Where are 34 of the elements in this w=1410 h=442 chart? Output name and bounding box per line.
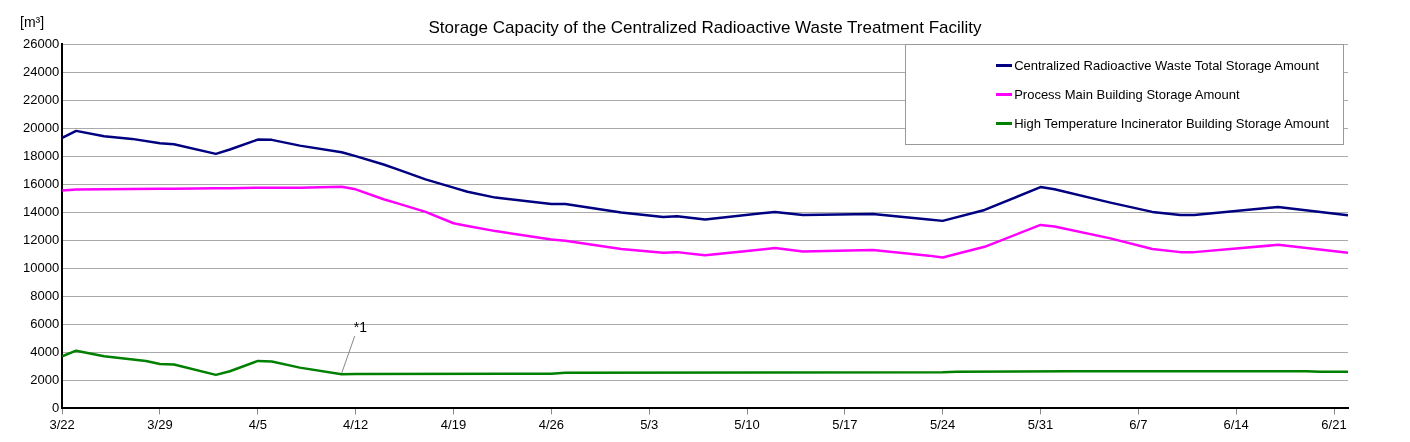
x-tick-label: 6/7: [1129, 416, 1148, 432]
y-tick-label: 4000: [30, 343, 60, 359]
x-tick-label: 5/17: [832, 416, 858, 432]
y-tick-label: 20000: [22, 119, 60, 135]
x-tick-label: 6/21: [1321, 416, 1347, 432]
y-tick-label: 18000: [22, 147, 60, 163]
y-tick-label: 10000: [22, 259, 60, 275]
y-tick-label: 22000: [22, 91, 60, 107]
x-tick-label: 5/31: [1027, 416, 1054, 432]
x-tick-label: 5/10: [734, 416, 760, 432]
y-tick-label: 12000: [22, 231, 60, 247]
y-tick-label: 14000: [22, 203, 60, 219]
y-tick-label: 8000: [30, 287, 60, 303]
x-tick-label: 3/29: [147, 416, 173, 432]
x-tick-label: 6/14: [1223, 416, 1249, 432]
legend-label: Process Main Building Storage Amount: [1013, 86, 1241, 104]
chart-title: Storage Capacity of the Centralized Radioactive Waste Treatment Facility: [428, 18, 982, 37]
x-tick-label: 3/22: [49, 416, 75, 432]
y-tick-label: 2000: [30, 371, 60, 387]
x-tick-label: 4/5: [248, 416, 267, 432]
x-tick-label: 4/26: [538, 416, 564, 432]
y-axis-title: [m³]: [20, 14, 45, 30]
x-tick-label: 4/19: [440, 416, 467, 432]
legend-label: Centralized Radioactive Waste Total Storage Amount: [1013, 57, 1321, 75]
annotation: *1: [353, 319, 368, 336]
y-tick-label: 0: [51, 399, 60, 415]
legend-label: High Temperature Incinerator Building Storage Amount: [1013, 115, 1329, 133]
x-tick-label: 5/24: [930, 416, 956, 432]
y-tick-label: 16000: [22, 175, 60, 191]
x-tick-label: 4/12: [343, 416, 369, 432]
y-tick-label: 6000: [30, 315, 60, 331]
y-tick-label: 24000: [22, 63, 60, 79]
y-tick-label: 26000: [22, 35, 60, 51]
x-tick-label: 5/3: [640, 416, 659, 432]
